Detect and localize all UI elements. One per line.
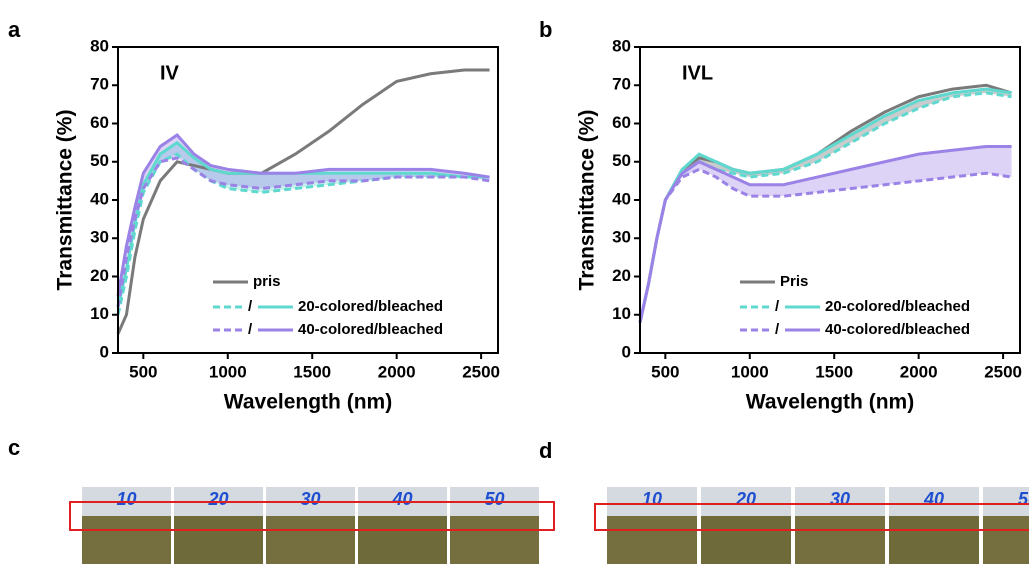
photo-label: 10 bbox=[116, 489, 136, 509]
photo-film bbox=[450, 516, 539, 564]
y-tick-label: 0 bbox=[100, 342, 109, 361]
photo-film bbox=[607, 516, 697, 564]
panel-label: c bbox=[8, 435, 20, 460]
y-tick-label: 0 bbox=[622, 342, 631, 361]
y-tick-label: 20 bbox=[90, 266, 109, 285]
band-fill bbox=[118, 142, 490, 315]
photo-film bbox=[701, 516, 791, 564]
series-line bbox=[638, 144, 1012, 323]
photo-top bbox=[889, 487, 979, 516]
y-tick-label: 20 bbox=[612, 266, 631, 285]
y-tick-label: 40 bbox=[612, 189, 631, 208]
x-tick-label: 500 bbox=[651, 362, 679, 381]
x-tick-label: 1500 bbox=[815, 362, 853, 381]
y-tick-label: 10 bbox=[612, 304, 631, 323]
x-tick-label: 500 bbox=[129, 362, 157, 381]
legend-separator: / bbox=[248, 298, 253, 315]
photo-top bbox=[795, 487, 885, 516]
series-line bbox=[116, 132, 490, 296]
photo-film bbox=[889, 516, 979, 564]
x-tick-label: 2500 bbox=[462, 362, 500, 381]
legend-separator: / bbox=[248, 321, 253, 338]
x-tick-label: 2500 bbox=[984, 362, 1022, 381]
band-fill bbox=[118, 134, 490, 308]
photo-top bbox=[701, 487, 791, 516]
y-tick-label: 50 bbox=[90, 151, 109, 170]
x-tick-label: 1000 bbox=[209, 362, 247, 381]
legend-label: 40-colored/bleached bbox=[825, 321, 970, 338]
band-fill bbox=[640, 89, 1012, 323]
y-tick-label: 80 bbox=[612, 36, 631, 55]
band-fill bbox=[640, 146, 1012, 323]
photo-film bbox=[174, 516, 263, 564]
y-tick-label: 80 bbox=[90, 36, 109, 55]
photo-label: 20 bbox=[735, 489, 756, 509]
photo-film bbox=[983, 516, 1029, 564]
legend-label: Pris bbox=[780, 273, 808, 290]
legend-separator: / bbox=[775, 298, 780, 315]
x-axis-label: Wavelength (nm) bbox=[746, 391, 914, 414]
photo-label: 20 bbox=[207, 489, 228, 509]
photo-label: 40 bbox=[391, 489, 412, 509]
panel-label: d bbox=[539, 438, 552, 463]
y-tick-label: 60 bbox=[90, 113, 109, 132]
photo-label: 50 bbox=[484, 489, 504, 509]
annotation: IVL bbox=[682, 62, 713, 84]
photo-film bbox=[266, 516, 355, 564]
y-tick-label: 60 bbox=[612, 113, 631, 132]
series-line bbox=[638, 87, 1012, 323]
y-tick-label: 30 bbox=[90, 228, 109, 247]
y-tick-label: 70 bbox=[612, 75, 631, 94]
panel-label: b bbox=[539, 17, 552, 42]
highlight-box bbox=[69, 501, 555, 531]
y-tick-label: 70 bbox=[90, 75, 109, 94]
series-line bbox=[638, 91, 1012, 323]
photo-label: 30 bbox=[830, 489, 850, 509]
photo-label: 30 bbox=[300, 489, 320, 509]
panel-label: a bbox=[8, 17, 21, 42]
photo-top bbox=[607, 487, 697, 516]
photo-film bbox=[795, 516, 885, 564]
photo-film bbox=[358, 516, 447, 564]
legend-separator: / bbox=[775, 321, 780, 338]
y-axis-label: Transmittance (%) bbox=[54, 110, 77, 291]
y-tick-label: 10 bbox=[90, 304, 109, 323]
legend-label: pris bbox=[253, 273, 281, 290]
photo-label: 50 bbox=[1018, 489, 1029, 509]
legend-label: 20-colored/bleached bbox=[298, 298, 443, 315]
y-tick-label: 50 bbox=[612, 151, 631, 170]
legend-label: 20-colored/bleached bbox=[825, 298, 970, 315]
x-tick-label: 1500 bbox=[293, 362, 331, 381]
highlight-box bbox=[594, 503, 1029, 531]
photo-label: 40 bbox=[923, 489, 944, 509]
series-line bbox=[116, 156, 490, 308]
y-tick-label: 30 bbox=[612, 228, 631, 247]
photo-film bbox=[82, 516, 171, 564]
series-line bbox=[116, 68, 490, 335]
photo-top bbox=[983, 487, 1029, 516]
series-line bbox=[638, 83, 1012, 323]
photo-label: 10 bbox=[642, 489, 662, 509]
annotation: IV bbox=[160, 62, 180, 84]
y-axis-label: Transmittance (%) bbox=[576, 110, 599, 291]
y-tick-label: 40 bbox=[90, 189, 109, 208]
x-tick-label: 2000 bbox=[900, 362, 938, 381]
x-axis-label: Wavelength (nm) bbox=[224, 391, 392, 414]
x-tick-label: 1000 bbox=[731, 362, 769, 381]
x-tick-label: 2000 bbox=[378, 362, 416, 381]
legend-label: 40-colored/bleached bbox=[298, 321, 443, 338]
